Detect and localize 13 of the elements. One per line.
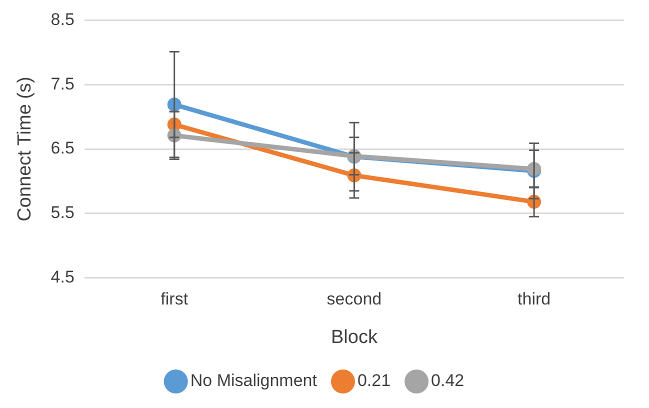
x-tick-label: second — [326, 290, 382, 309]
x-tick-label: third — [518, 290, 551, 309]
legend-label: No Misalignment — [190, 371, 318, 390]
y-axis-title: Connect Time (s) — [14, 76, 36, 222]
legend-label: 0.42 — [431, 371, 464, 390]
y-tick-label: 4.5 — [50, 267, 74, 286]
y-tick-label: 7.5 — [50, 74, 74, 94]
legend-label: 0.21 — [357, 371, 391, 390]
x-axis-title: Block — [330, 326, 378, 348]
y-tick-label: 5.5 — [50, 203, 74, 222]
y-tick-label: 8.5 — [50, 10, 74, 29]
y-tick-label: 6.5 — [50, 138, 74, 158]
x-tick-label: first — [160, 290, 188, 309]
